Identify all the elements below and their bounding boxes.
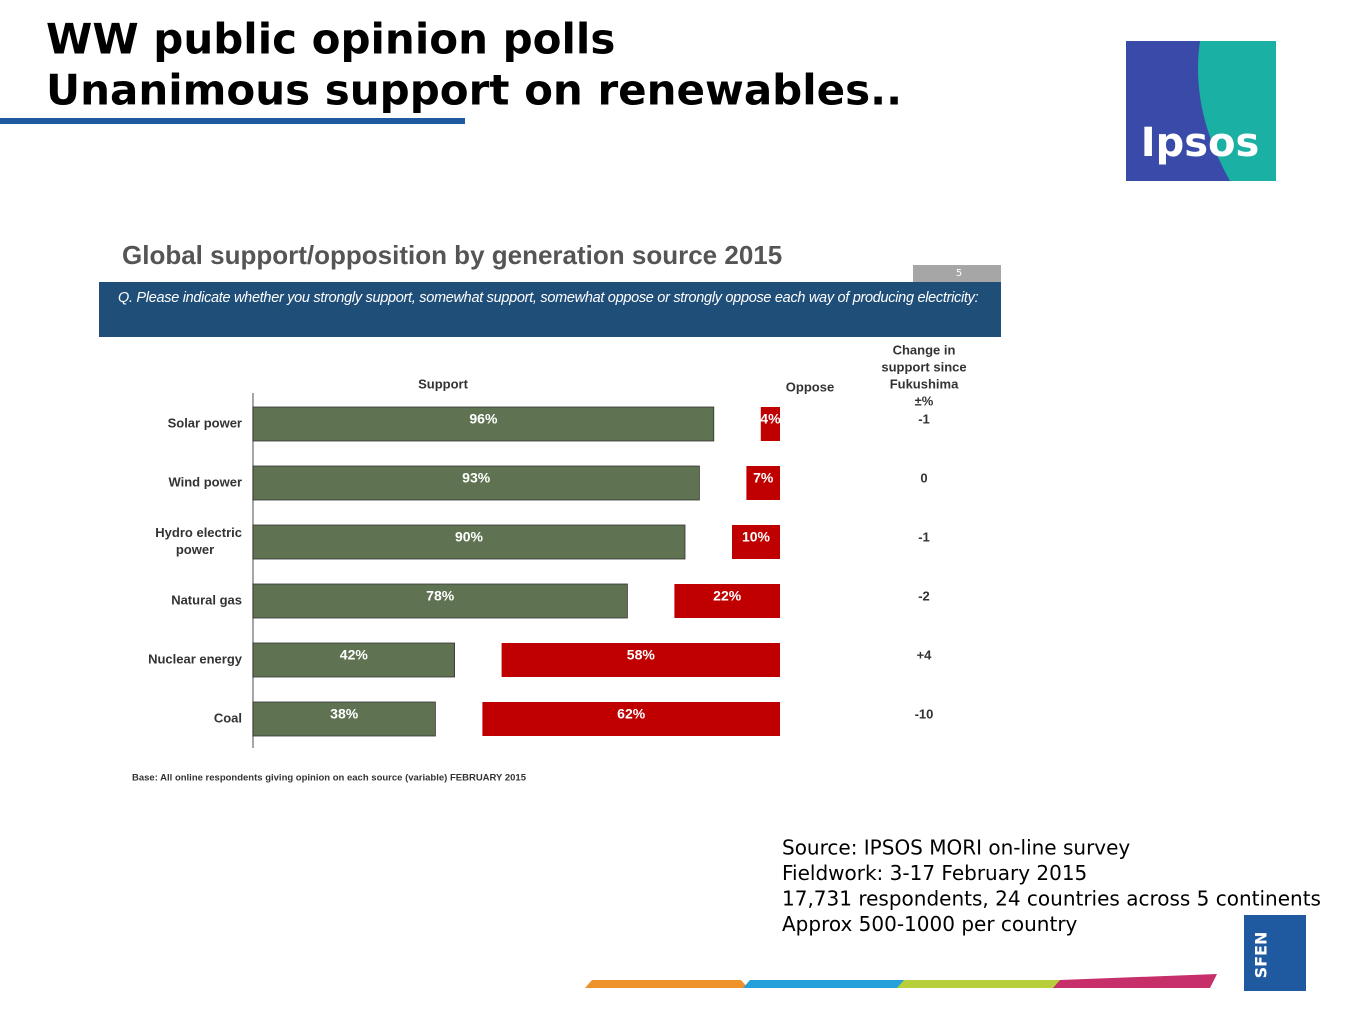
value-label: 22% <box>713 588 742 604</box>
sfen-text: SFEN <box>1252 932 1271 979</box>
oppose-bar <box>746 466 780 500</box>
change-value: 0 <box>920 470 927 485</box>
value-label: 78% <box>426 588 455 604</box>
category-label: Nuclear energy <box>148 651 243 666</box>
support-bar <box>252 406 715 442</box>
question-box: Q. Please indicate whether you strongly … <box>118 290 979 306</box>
footer-strips <box>585 974 1217 988</box>
page-tab <box>913 265 1001 282</box>
ipsos-logo: Ipsos <box>1126 41 1276 181</box>
source-line: 17,731 respondents, 24 countries across … <box>782 887 1321 911</box>
change-value: -1 <box>918 529 930 544</box>
value-label: 93% <box>462 470 491 486</box>
category-label: Solar power <box>168 415 242 430</box>
oppose-bar <box>501 643 780 677</box>
source-line: Fieldwork: 3-17 February 2015 <box>782 861 1087 885</box>
source-line: Approx 500-1000 per country <box>782 912 1078 936</box>
change-header: Change in <box>893 342 956 357</box>
support-bar <box>252 642 456 678</box>
support-bar <box>252 524 686 560</box>
category-label: Coal <box>214 710 242 725</box>
support-bar <box>252 583 628 619</box>
oppose-bar <box>760 407 780 441</box>
source-line: Source: IPSOS MORI on-line survey <box>782 836 1130 860</box>
oppose-bar <box>732 525 780 559</box>
slide-title: Unanimous support on renewables.. <box>46 66 902 115</box>
legend-label: Support <box>418 376 468 391</box>
value-label: 10% <box>742 529 771 545</box>
value-label: 96% <box>469 411 498 427</box>
title-underline <box>0 118 465 124</box>
change-header: support since <box>881 359 966 374</box>
category-label: Natural gas <box>171 592 242 607</box>
change-header: Fukushima <box>890 376 959 391</box>
oppose-bar <box>482 702 780 736</box>
sfen-logo: SFEN <box>1244 915 1306 991</box>
chart: Global support/opposition by generation … <box>99 240 1001 784</box>
value-label: 62% <box>617 706 646 722</box>
logo-text: Ipsos <box>1141 120 1260 166</box>
question: Q. Please indicate whether you strongly … <box>118 290 979 306</box>
page-number: 5 <box>956 268 962 279</box>
value-label: 7% <box>753 470 774 486</box>
value-label: 4% <box>760 411 781 427</box>
change-value: +4 <box>917 647 933 662</box>
chart-title: Global support/opposition by generation … <box>122 240 782 270</box>
category-label: Hydro electric power <box>155 525 242 557</box>
source: Source: IPSOS MORI on-line surveyFieldwo… <box>782 836 1321 937</box>
change-value: -1 <box>918 411 930 426</box>
category-label: Wind power <box>168 474 242 489</box>
change-value: -10 <box>915 706 934 721</box>
change-value: -2 <box>918 588 930 603</box>
value-label: 42% <box>340 647 369 663</box>
value-label: 58% <box>627 647 656 663</box>
slide-title: WW public opinion polls <box>46 15 615 64</box>
base-note: Base: All online respondents giving opin… <box>132 773 527 784</box>
change-header: ±% <box>915 393 934 408</box>
value-label: 38% <box>330 706 359 722</box>
value-label: 90% <box>455 529 484 545</box>
support-bar <box>252 465 700 501</box>
oppose-bar <box>674 584 780 618</box>
support-bar <box>252 701 436 737</box>
legend-label: Oppose <box>786 379 834 394</box>
question-band <box>99 282 1001 337</box>
